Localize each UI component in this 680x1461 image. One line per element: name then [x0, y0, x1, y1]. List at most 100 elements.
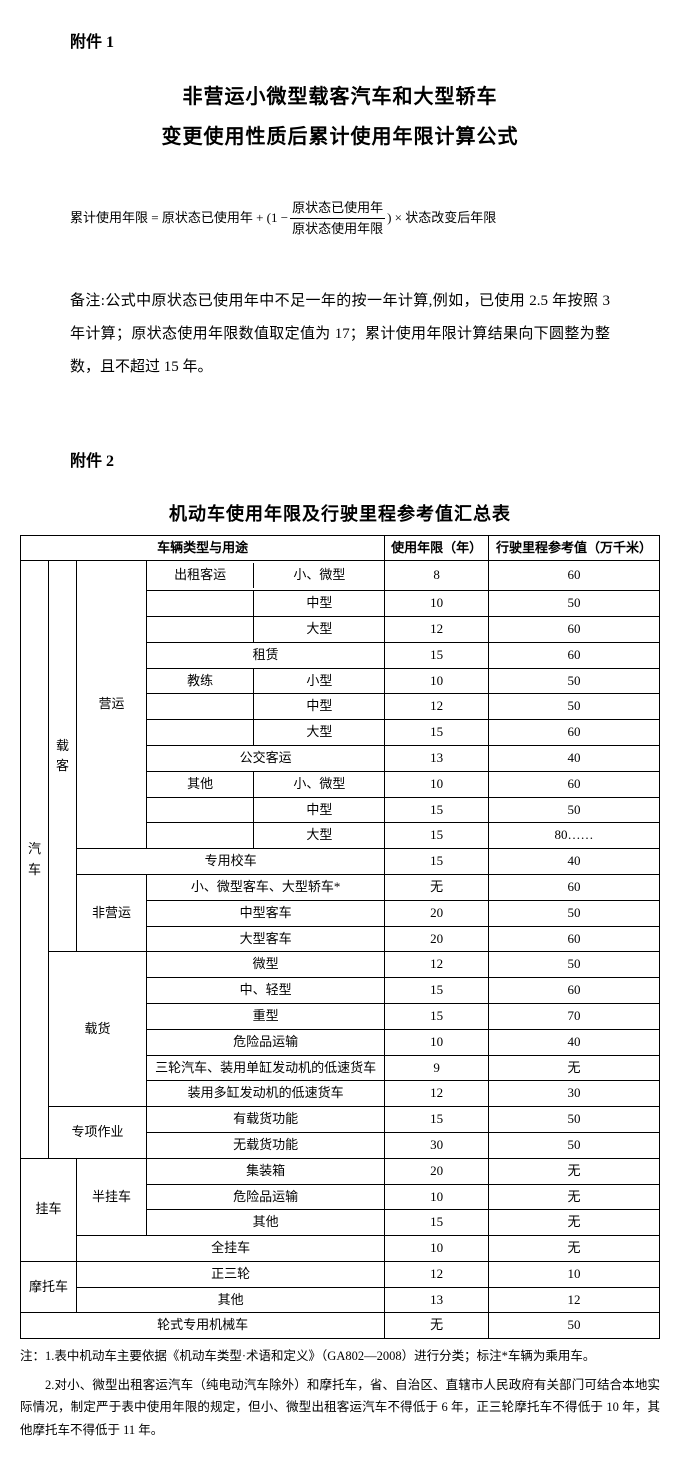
table-row: 非营运 小、微型客车、大型轿车* 无 60	[21, 874, 660, 900]
cell-mileage: 60	[488, 978, 659, 1004]
size-medium: 中型	[254, 798, 385, 823]
cell-year: 15	[385, 823, 489, 849]
cell-mileage: 50	[488, 668, 659, 694]
sub-heavy: 重型	[147, 1003, 385, 1029]
table-row: 专项作业 有载货功能 15 50	[21, 1107, 660, 1133]
sub-hazmat: 危险品运输	[147, 1184, 385, 1210]
cell-mileage: 60	[488, 874, 659, 900]
size-large: 大型	[254, 823, 385, 848]
table-row: 轮式专用机械车 无 50	[21, 1313, 660, 1339]
cell-year: 13	[385, 1287, 489, 1313]
cell-year: 20	[385, 926, 489, 952]
sub-other: 其他	[147, 1210, 385, 1236]
cat-operating: 营运	[77, 561, 147, 849]
sub-taxi-cont	[147, 591, 254, 616]
cat-car: 汽车	[21, 561, 49, 1158]
cell-mileage: 30	[488, 1081, 659, 1107]
sub-micro: 微型	[147, 952, 385, 978]
formula-rhs: ) × 状态改变后年限	[387, 208, 496, 229]
sub-hazmat: 危险品运输	[147, 1029, 385, 1055]
cell-year: 30	[385, 1132, 489, 1158]
cell-year: 15	[385, 849, 489, 875]
table-row: 汽车 载客 营运 出租客运 小、微型 8 60	[21, 561, 660, 591]
cell-mileage: 40	[488, 849, 659, 875]
cat-passenger: 载客	[49, 561, 77, 952]
cell-year: 10	[385, 1236, 489, 1262]
cell-mileage: 无	[488, 1158, 659, 1184]
size-small-micro: 小、微型	[254, 563, 385, 588]
formula-fraction: 原状态已使用年 原状态使用年限	[290, 198, 385, 241]
sub-training-cont	[147, 694, 254, 719]
cell-year: 12	[385, 1261, 489, 1287]
footnote1: 注：1.表中机动车主要依据《机动车类型·术语和定义》（GA802—2008）进行…	[20, 1345, 660, 1368]
size-large: 大型	[254, 720, 385, 745]
table-row: 摩托车 正三轮 12 10	[21, 1261, 660, 1287]
cell-mileage: 80……	[488, 823, 659, 849]
cell-mileage: 50	[488, 900, 659, 926]
footnote2: 2.对小、微型出租客运汽车（纯电动汽车除外）和摩托车，省、自治区、直辖市人民政府…	[20, 1374, 660, 1442]
cat-cargo: 载货	[49, 952, 147, 1107]
sub-training: 教练	[147, 669, 254, 694]
cell-mileage: 60	[488, 561, 659, 591]
cell-year: 8	[385, 561, 489, 591]
size-medium: 中型	[254, 591, 385, 616]
cell-mileage: 10	[488, 1261, 659, 1287]
cell-mileage: 40	[488, 745, 659, 771]
cat-wheeled-machinery: 轮式专用机械车	[21, 1313, 385, 1339]
cell-mileage: 50	[488, 591, 659, 617]
formula-lhs: 累计使用年限 = 原状态已使用年 + (1 −	[70, 208, 288, 229]
sub-taxi: 出租客运	[147, 563, 254, 588]
sub-bus: 公交客运	[147, 745, 385, 771]
sub-other-cont	[147, 798, 254, 823]
header-mileage: 行驶里程参考值（万千米）	[488, 535, 659, 561]
cell-mileage: 12	[488, 1287, 659, 1313]
cell-year: 15	[385, 1003, 489, 1029]
formula-numerator: 原状态已使用年	[290, 198, 385, 220]
cell-year: 9	[385, 1055, 489, 1081]
attachment1-label: 附件 1	[70, 30, 660, 56]
cell-mileage: 60	[488, 616, 659, 642]
cell-year: 15	[385, 1107, 489, 1133]
cell-year: 15	[385, 642, 489, 668]
cell-year: 12	[385, 952, 489, 978]
cell-year: 10	[385, 1029, 489, 1055]
size-large: 大型	[254, 617, 385, 642]
cell-year: 15	[385, 797, 489, 823]
cell-year: 12	[385, 1081, 489, 1107]
size-small: 小型	[254, 669, 385, 694]
size-medium: 中型	[254, 694, 385, 719]
attachment1-title-line1: 非营运小微型载客汽车和大型轿车	[20, 81, 660, 113]
cell-year: 15	[385, 720, 489, 746]
cat-trailer: 挂车	[21, 1158, 77, 1261]
cell-year: 10	[385, 668, 489, 694]
cell-mileage: 50	[488, 952, 659, 978]
cell-mileage: 50	[488, 797, 659, 823]
size-small-micro: 小、微型	[254, 772, 385, 797]
cat-motorcycle: 摩托车	[21, 1261, 77, 1313]
formula-denominator: 原状态使用年限	[290, 219, 385, 240]
cell-mileage: 50	[488, 1132, 659, 1158]
cell-mileage: 无	[488, 1210, 659, 1236]
sub-with-cargo: 有载货功能	[147, 1107, 385, 1133]
vehicle-table: 车辆类型与用途 使用年限（年） 行驶里程参考值（万千米） 汽车 载客 营运 出租…	[20, 535, 660, 1340]
table-row: 其他 13 12	[21, 1287, 660, 1313]
cell-year: 12	[385, 694, 489, 720]
sub-tricycle-moto: 正三轮	[77, 1261, 385, 1287]
cat-special: 专项作业	[49, 1107, 147, 1159]
sub-container: 集装箱	[147, 1158, 385, 1184]
cell-year: 20	[385, 1158, 489, 1184]
table-row: 挂车 半挂车 集装箱 20 无	[21, 1158, 660, 1184]
sub-other: 其他	[147, 772, 254, 797]
table-row: 专用校车 15 40	[21, 849, 660, 875]
cell-year: 13	[385, 745, 489, 771]
attachment1-note: 备注:公式中原状态已使用年中不足一年的按一年计算,例如，已使用 2.5 年按照 …	[70, 285, 610, 384]
table-header-row: 车辆类型与用途 使用年限（年） 行驶里程参考值（万千米）	[21, 535, 660, 561]
sub-small-micro-large-sedan: 小、微型客车、大型轿车*	[147, 874, 385, 900]
attachment2-label: 附件 2	[70, 449, 660, 475]
table-row: 全挂车 10 无	[21, 1236, 660, 1262]
sub-large-bus: 大型客车	[147, 926, 385, 952]
sub-multi-lowspeed: 装用多缸发动机的低速货车	[147, 1081, 385, 1107]
cell-year: 10	[385, 1184, 489, 1210]
cell-year: 无	[385, 874, 489, 900]
sub-without-cargo: 无载货功能	[147, 1132, 385, 1158]
